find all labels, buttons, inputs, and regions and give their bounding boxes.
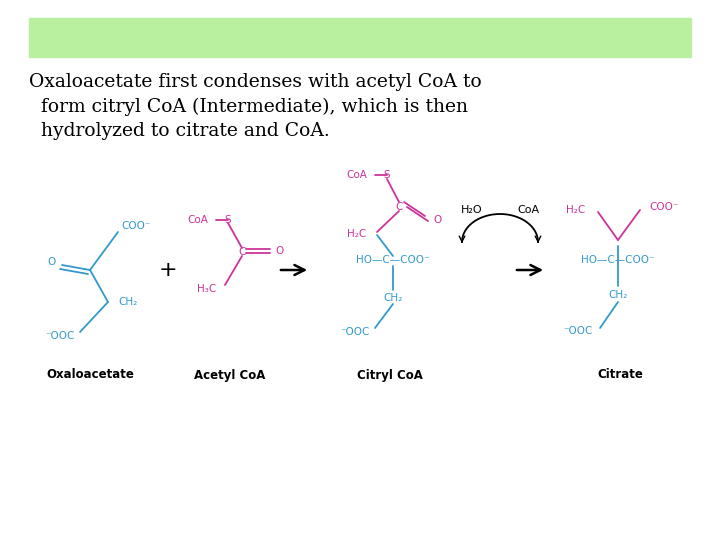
Text: CoA: CoA (346, 170, 367, 180)
Text: COO⁻: COO⁻ (121, 221, 150, 231)
Text: HO—C—COO⁻: HO—C—COO⁻ (581, 255, 654, 265)
Text: Oxaloacetate: Oxaloacetate (46, 368, 134, 381)
Bar (29, 18, 691, 57)
Text: C: C (238, 247, 246, 257)
Text: HO—C—COO⁻: HO—C—COO⁻ (356, 255, 430, 265)
Text: H₂C: H₂C (567, 205, 585, 215)
Text: +: + (158, 260, 177, 280)
Text: ⁻OOC: ⁻OOC (563, 326, 593, 336)
Text: CH₂: CH₂ (383, 293, 402, 303)
Text: Citryl CoA: Citryl CoA (357, 368, 423, 381)
Text: H₃C: H₃C (197, 284, 217, 294)
Text: Oxaloacetate first condenses with acetyl CoA to
  form citryl CoA (Intermediate): Oxaloacetate first condenses with acetyl… (29, 73, 482, 140)
Text: S: S (384, 170, 390, 180)
Text: CH₂: CH₂ (608, 290, 628, 300)
Text: CoA: CoA (517, 205, 539, 215)
Text: ⁻OOC: ⁻OOC (45, 331, 75, 341)
Text: O: O (48, 257, 56, 267)
Text: C: C (395, 202, 402, 212)
Text: O: O (275, 246, 283, 256)
Text: H₂C: H₂C (347, 229, 366, 239)
Text: Acetyl CoA: Acetyl CoA (194, 368, 266, 381)
Text: S: S (225, 215, 231, 225)
Text: ⁻OOC: ⁻OOC (341, 327, 369, 337)
Text: O: O (433, 215, 441, 225)
Text: Citrate: Citrate (597, 368, 643, 381)
Text: H₂O: H₂O (462, 205, 483, 215)
Text: CoA: CoA (187, 215, 208, 225)
Text: COO⁻: COO⁻ (649, 202, 679, 212)
Text: CH₂: CH₂ (118, 297, 138, 307)
